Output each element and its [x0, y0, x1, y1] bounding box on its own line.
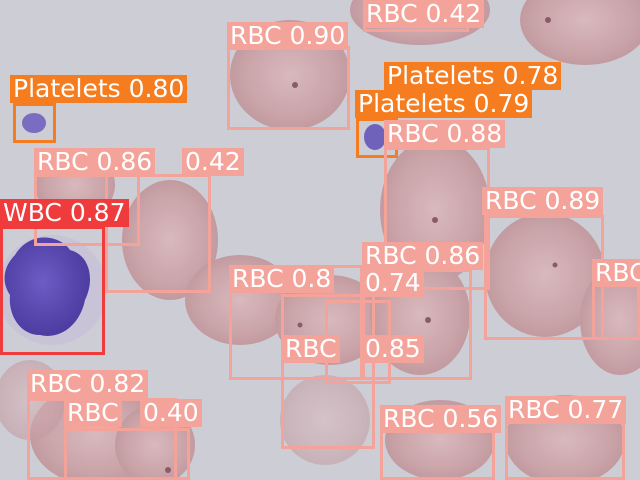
detection-label: RBC 0.89	[482, 187, 604, 215]
detection-label: RBC 0.88	[384, 120, 506, 148]
platelet-bounding-box	[13, 103, 56, 143]
wbc-bounding-box	[0, 226, 105, 355]
detection-label: WBC 0.87	[0, 199, 129, 227]
detection-label: RBC 0.77	[505, 396, 627, 424]
detection-label: RBC 0.86	[34, 148, 156, 176]
detection-label: RBC 0.82	[27, 370, 149, 398]
detection-label: 0.85	[362, 335, 424, 363]
detection-label: RBC 0.42	[363, 0, 485, 28]
detection-label: RBC	[64, 399, 122, 427]
rbc-cell	[485, 213, 605, 337]
rbc-bounding-box	[64, 428, 190, 480]
rbc-cell	[520, 0, 640, 65]
detection-label: RBC	[282, 335, 340, 363]
detection-label: 0.74	[362, 269, 424, 297]
rbc-cell	[122, 180, 218, 300]
rbc-bounding-box	[227, 46, 350, 130]
wbc-nucleus	[4, 237, 91, 336]
platelet	[364, 124, 386, 150]
rbc-bounding-box	[484, 215, 604, 340]
platelet	[22, 113, 46, 133]
detection-label: RBC 0.86	[362, 242, 484, 270]
rbc-bounding-box	[105, 174, 211, 293]
detection-label: Platelets 0.79	[355, 90, 533, 118]
detection-label: 0.40	[140, 399, 202, 427]
detection-label: 0.42	[182, 148, 244, 176]
detection-label: Platelets 0.80	[10, 75, 188, 103]
rbc-cell	[280, 375, 370, 465]
rbc-cell	[580, 265, 640, 375]
detection-label: Platelets 0.78	[384, 62, 562, 90]
detection-label: RBC 0.90	[227, 22, 349, 50]
detection-label: RBC	[592, 259, 640, 287]
rbc-bounding-box	[281, 294, 375, 449]
detection-label: RBC 0.8	[229, 265, 335, 293]
detection-label: RBC 0.56	[380, 405, 502, 433]
rbc-bounding-box	[384, 147, 490, 290]
